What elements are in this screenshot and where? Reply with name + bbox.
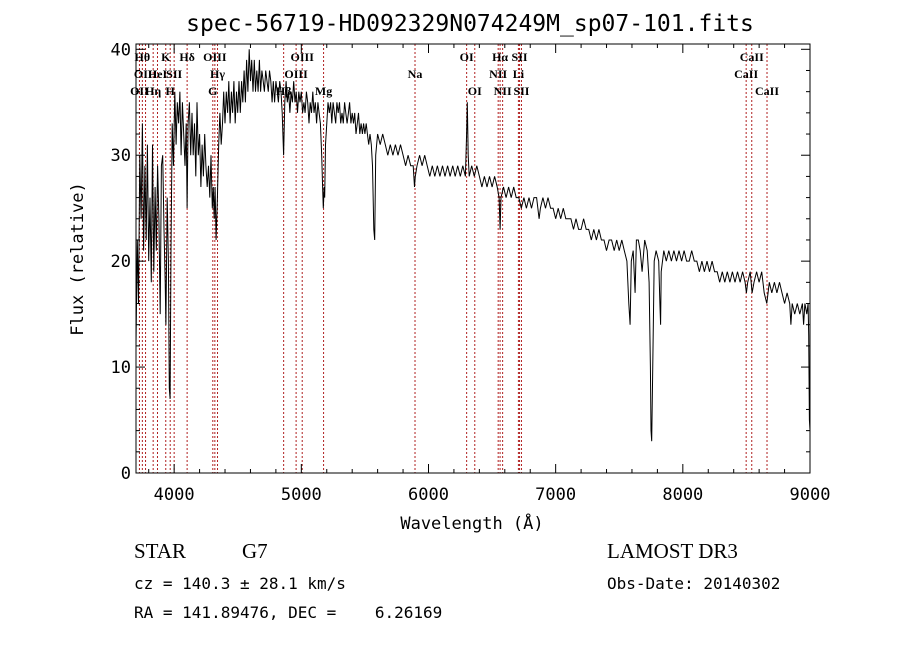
plot-frame (135, 43, 811, 474)
line-marker-label: SII (512, 50, 528, 64)
y-tick-label: 30 (111, 146, 131, 166)
x-tick-label: 5000 (281, 485, 322, 505)
line-marker-label: OIII (284, 67, 308, 81)
x-axis-label: Wavelength (Å) (400, 512, 543, 534)
spectrum-line (135, 49, 811, 442)
subclass: G7 (242, 539, 268, 563)
line-marker-labels: OIIHθOIIIHηHeIKHSIIHδGOIIIHγHβOIIIOIIIMg… (130, 50, 779, 98)
line-marker-label: NII (494, 84, 512, 98)
line-marker-label: Hδ (179, 50, 195, 64)
axes: 4000 5000 6000 7000 8000 9000 0 10 20 30 40 (111, 40, 831, 505)
line-marker-label: Mg (315, 84, 332, 98)
coordinates: RA = 141.89476, DEC = 6.26169 (134, 603, 443, 622)
redshift-readout: cz = 140.3 ± 28.1 km/s (134, 574, 346, 593)
line-marker-label: OIII (203, 50, 227, 64)
line-marker-label: Hγ (210, 67, 225, 81)
chart-title: spec-56719-HD092329N074249M_sp07-101.fit… (186, 11, 754, 37)
y-tick-label: 40 (111, 40, 131, 60)
object-class: STAR (134, 539, 186, 563)
x-tick-label: 4000 (154, 485, 195, 505)
x-tick-label: 8000 (662, 485, 703, 505)
line-marker-label: NII (489, 67, 507, 81)
y-tick-label: 20 (111, 252, 131, 272)
line-marker-label: SII (513, 84, 529, 98)
line-marker-label: Hη (145, 84, 161, 98)
survey-name: LAMOST DR3 (607, 539, 738, 563)
line-marker-label: Li (513, 67, 525, 81)
line-marker-label: H (166, 84, 176, 98)
line-marker-label: HeI (148, 67, 168, 81)
y-tick-label: 0 (121, 464, 131, 484)
x-tick-label: 9000 (790, 485, 831, 505)
y-tick-label: 10 (111, 358, 131, 378)
line-marker-label: Hθ (135, 50, 151, 64)
line-marker-label: Na (408, 67, 423, 81)
line-marker-label: K (161, 50, 171, 64)
line-marker-label: OI (468, 84, 482, 98)
x-tick-label: 6000 (408, 485, 449, 505)
line-marker-label: SII (166, 67, 182, 81)
x-tick-label: 7000 (535, 485, 576, 505)
y-axis-label: Flux (relative) (68, 182, 88, 336)
line-marker-label: CaII (734, 67, 758, 81)
line-marker-label: OIII (291, 50, 315, 64)
line-marker-label: CaII (755, 84, 779, 98)
obs-date: Obs-Date: 20140302 (607, 574, 781, 593)
line-marker-label: OI (460, 50, 474, 64)
line-marker-label: Hα (492, 50, 508, 64)
line-marker-label: G (208, 84, 217, 98)
line-marker-label: CaII (740, 50, 764, 64)
line-marker-label: OII (130, 84, 149, 98)
line-markers (138, 44, 768, 473)
